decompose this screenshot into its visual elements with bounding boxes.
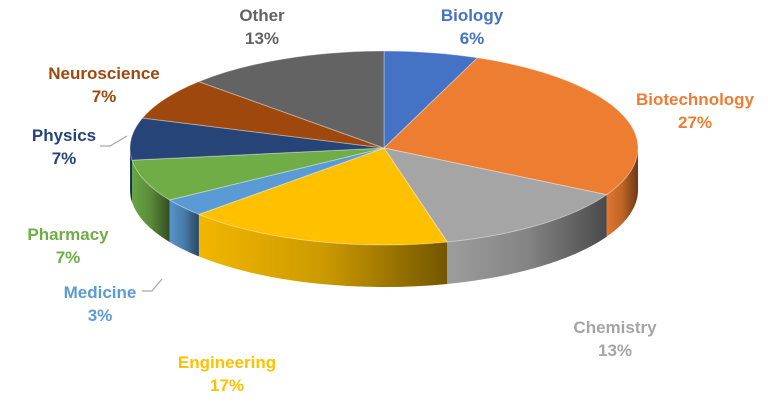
data-value-physics: 7%: [52, 149, 77, 168]
pie-slice-chemistry: [382, 147, 608, 243]
pie-wall-shade-medicine: [169, 199, 199, 257]
leader-line-physics: [100, 135, 128, 147]
data-value-biotechnology: 27%: [678, 113, 712, 132]
data-label-other: Other: [239, 6, 285, 25]
data-value-chemistry: 13%: [598, 341, 632, 360]
data-label-pharmacy: Pharmacy: [27, 225, 109, 244]
data-value-other: 13%: [245, 29, 279, 48]
leader-line-medicine: [142, 278, 163, 292]
pie-slice-medicine: [168, 147, 385, 215]
pie-wall-shade-physics: [130, 148, 133, 203]
data-value-pharmacy: 7%: [56, 248, 81, 267]
data-label-engineering: Engineering: [178, 353, 276, 372]
data-value-neuroscience: 7%: [92, 87, 117, 106]
data-label-physics: Physics: [32, 126, 96, 145]
data-value-medicine: 3%: [88, 306, 113, 325]
pie-slice-engineering: [197, 147, 449, 246]
pie-slice-biotechnology: [382, 57, 639, 196]
pie-slice-pharmacy: [131, 147, 385, 201]
pie-wall-shade-pharmacy: [132, 160, 170, 242]
pie-slice-physics: [129, 117, 385, 161]
data-label-chemistry: Chemistry: [573, 318, 657, 337]
pie-wall-shade-engineering: [198, 214, 448, 287]
pie-slice-biology: [383, 50, 479, 150]
data-value-engineering: 17%: [210, 376, 244, 395]
data-label-biology: Biology: [441, 6, 504, 25]
pie-slice-other: [197, 50, 385, 149]
pie-wall-shade-biotechnology: [606, 148, 638, 237]
pie-wall-shade-chemistry: [447, 194, 607, 284]
data-label-neuroscience: Neuroscience: [48, 64, 160, 83]
data-value-biology: 6%: [460, 29, 485, 48]
pie-slice-neuroscience: [141, 81, 385, 149]
data-label-medicine: Medicine: [64, 283, 137, 302]
data-label-biotechnology: Biotechnology: [636, 90, 755, 109]
